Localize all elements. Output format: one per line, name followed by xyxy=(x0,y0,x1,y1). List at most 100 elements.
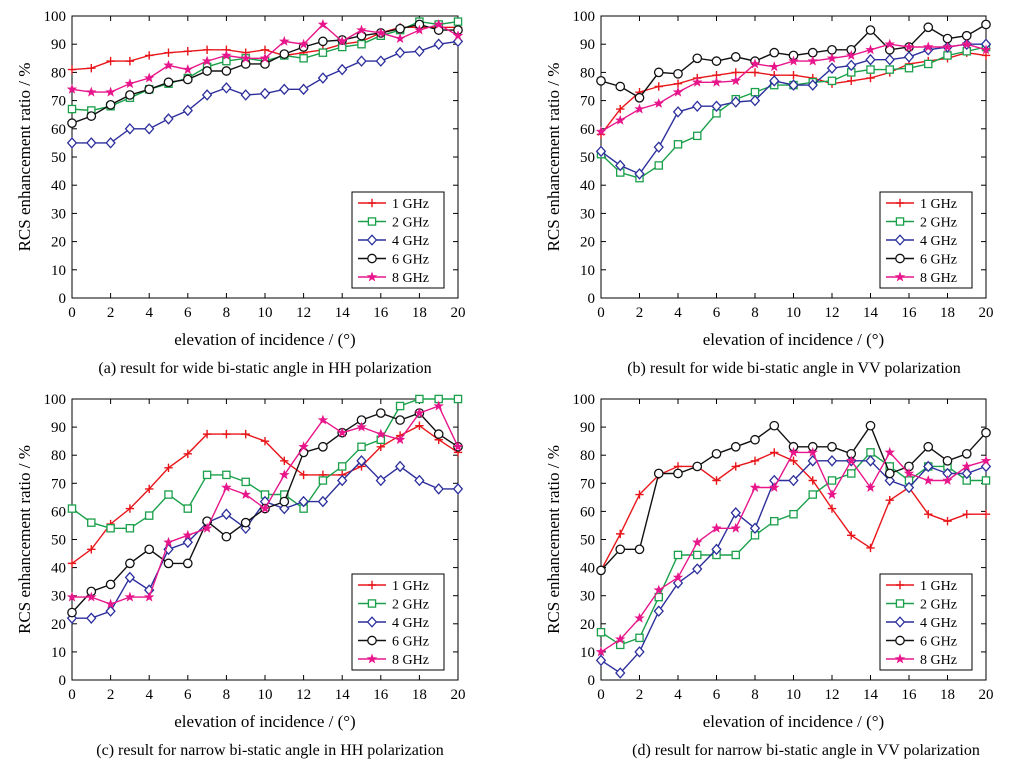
data-point xyxy=(981,19,991,30)
data-point xyxy=(865,44,876,55)
chart-panel-2: 0 2 4 6 8 10 12 14 16 18 20 0 10 20 30 40 50 60 70 80 90 100 e… xyxy=(544,9,994,377)
data-point xyxy=(923,441,934,452)
data-point xyxy=(673,468,683,479)
data-point xyxy=(750,456,760,466)
data-point xyxy=(182,529,194,540)
x-axis-label: elevation of incidence / (°) xyxy=(174,330,355,349)
x-tick-label: 20 xyxy=(979,305,994,321)
data-point xyxy=(595,654,607,667)
y-tick-label: 10 xyxy=(580,645,595,661)
data-point xyxy=(299,470,308,480)
y-tick-label: 40 xyxy=(580,561,595,577)
data-point xyxy=(183,449,192,458)
data-point xyxy=(884,446,895,457)
data-point xyxy=(692,563,703,575)
y-tick-label: 70 xyxy=(51,476,66,492)
legend-label: 6 GHz xyxy=(392,635,429,650)
data-point xyxy=(903,467,915,478)
legend-label: 1 GHz xyxy=(920,197,957,212)
x-tick-label: 18 xyxy=(412,687,427,703)
data-point xyxy=(240,522,251,535)
data-point xyxy=(375,55,386,67)
data-point xyxy=(789,509,798,519)
data-point xyxy=(750,68,760,77)
data-point xyxy=(201,522,213,533)
data-point xyxy=(221,66,232,76)
data-point xyxy=(337,427,348,438)
data-point xyxy=(615,633,626,644)
data-point xyxy=(711,76,722,87)
data-point xyxy=(144,72,155,83)
data-point xyxy=(635,490,644,499)
y-tick-label: 90 xyxy=(580,420,595,436)
data-point xyxy=(943,51,952,60)
data-point xyxy=(66,83,78,94)
data-point xyxy=(672,106,684,118)
y-axis-label: RCS enhancement ratio / % xyxy=(544,445,563,634)
data-point xyxy=(86,137,97,149)
data-point xyxy=(182,74,193,85)
y-tick-label: 100 xyxy=(44,9,67,25)
data-point xyxy=(807,47,818,58)
legend: 1 GHz 2 GHz 4 GHz 6 GHz 8 GHz xyxy=(351,191,445,289)
data-point xyxy=(105,598,116,609)
x-tick-label: 12 xyxy=(296,687,311,703)
x-tick-label: 18 xyxy=(940,687,955,703)
data-point xyxy=(452,35,464,48)
legend-marker xyxy=(367,253,377,264)
x-axis-label: elevation of incidence / (°) xyxy=(703,330,884,349)
data-point xyxy=(730,52,741,62)
y-tick-label: 40 xyxy=(51,178,66,194)
data-point xyxy=(769,420,780,431)
data-point xyxy=(903,481,915,494)
legend-label: 8 GHz xyxy=(392,653,429,668)
x-tick-label: 10 xyxy=(786,687,801,703)
data-point xyxy=(67,65,77,74)
x-tick-label: 6 xyxy=(184,687,192,703)
legend-label: 2 GHz xyxy=(920,598,957,613)
data-point xyxy=(318,36,328,47)
data-point xyxy=(904,63,914,73)
data-point xyxy=(145,484,154,494)
data-point xyxy=(318,48,328,57)
data-point xyxy=(298,83,309,96)
data-point xyxy=(144,544,155,555)
data-point xyxy=(298,495,309,508)
data-point xyxy=(634,92,645,103)
y-tick-label: 90 xyxy=(51,37,66,53)
data-point xyxy=(749,58,761,69)
data-point xyxy=(730,522,741,533)
data-point xyxy=(317,18,329,29)
data-point xyxy=(923,41,934,52)
data-point xyxy=(452,30,464,41)
data-point xyxy=(692,536,703,547)
data-point xyxy=(847,76,856,86)
series-8-ghz xyxy=(595,38,992,137)
data-point xyxy=(769,482,780,492)
legend-marker xyxy=(366,653,378,664)
y-tick-label: 10 xyxy=(51,263,66,279)
data-point xyxy=(730,75,741,86)
data-point xyxy=(595,646,607,657)
data-point xyxy=(749,482,761,492)
y-tick-label: 60 xyxy=(580,504,595,520)
y-tick-label: 80 xyxy=(580,65,595,81)
data-point xyxy=(125,504,135,513)
legend-label: 4 GHz xyxy=(920,234,957,249)
data-point xyxy=(653,468,664,479)
legend-marker xyxy=(366,234,378,246)
x-tick-label: 4 xyxy=(145,305,153,321)
panel-caption: (a) result for wide bi-static angle in H… xyxy=(98,360,431,377)
data-point xyxy=(433,400,444,411)
legend-label: 1 GHz xyxy=(392,197,429,212)
x-tick-label: 12 xyxy=(825,305,840,321)
legend-marker xyxy=(367,599,377,608)
data-point xyxy=(788,474,799,487)
x-tick-label: 2 xyxy=(636,687,644,703)
data-point xyxy=(317,495,329,508)
data-point xyxy=(981,476,991,485)
data-point xyxy=(124,591,136,602)
data-point xyxy=(730,507,741,519)
y-tick-label: 90 xyxy=(580,37,595,53)
legend-label: 8 GHz xyxy=(920,653,957,668)
